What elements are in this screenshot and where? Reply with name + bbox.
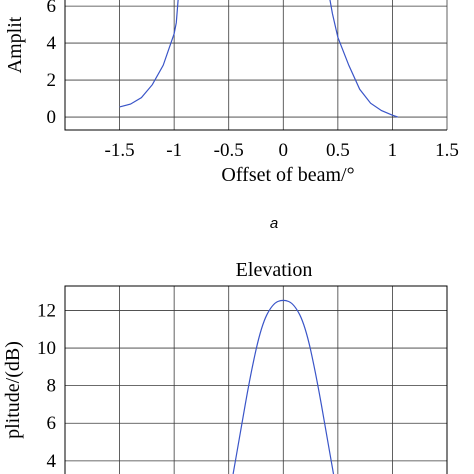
top-y-tick-label: 0	[47, 107, 57, 128]
bottom-axes-frame	[64, 285, 448, 474]
top-y-axis-label: Amplit	[4, 16, 26, 73]
bottom-y-tick-labels: 4 6 8 10 12	[37, 300, 57, 471]
top-x-axis-label: Offset of beam/°	[221, 164, 354, 186]
top-x-tick-labels: -1.5 -1 -0.5 0 0.5 1 1.5	[105, 140, 459, 161]
bottom-y-tick-label: 10	[37, 338, 56, 359]
top-x-tick-label: 0.5	[326, 140, 350, 161]
top-x-tick-label: 1	[388, 140, 398, 161]
bottom-chart: Elevation 4 6 8 10 12 plitude/(dB)	[2, 259, 448, 474]
bottom-grid	[65, 286, 448, 474]
top-y-tick-label: 4	[47, 33, 57, 54]
bottom-y-tick-label: 8	[47, 376, 57, 397]
bottom-chart-title: Elevation	[236, 259, 313, 281]
top-y-tick-label: 6	[47, 0, 57, 17]
top-x-tick-label: 1.5	[435, 140, 459, 161]
subfigure-label: a	[270, 215, 278, 232]
bottom-y-tick-label: 12	[37, 300, 56, 321]
top-grid	[65, 0, 448, 130]
top-axes-frame	[64, 0, 447, 131]
bottom-y-tick-label: 4	[47, 451, 57, 472]
bottom-y-tick-label: 6	[47, 413, 57, 434]
top-x-tick-label: -0.5	[214, 140, 244, 161]
top-chart: -1.5 -1 -0.5 0 0.5 1 1.5 0 2 4 6 Offset of beam/°…	[4, 0, 459, 232]
top-x-tick-label: -1	[166, 140, 182, 161]
top-y-tick-labels: 0 2 4 6	[47, 0, 57, 128]
top-series-line	[119, 0, 399, 118]
top-x-tick-label: 0	[279, 140, 289, 161]
bottom-series-line	[232, 299, 335, 474]
bottom-y-axis-label: plitude/(dB)	[2, 341, 24, 439]
top-x-tick-label: -1.5	[105, 140, 135, 161]
top-y-tick-label: 2	[47, 70, 57, 91]
